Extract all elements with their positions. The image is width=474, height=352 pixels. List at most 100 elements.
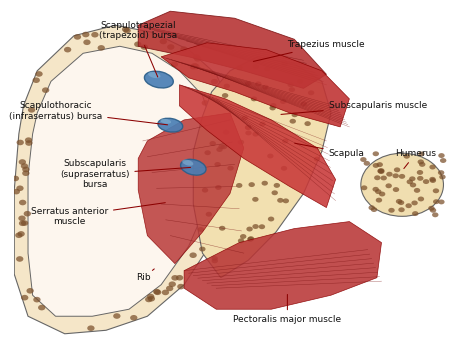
Circle shape — [429, 177, 436, 182]
Text: Trapezius muscle: Trapezius muscle — [254, 40, 365, 61]
Circle shape — [259, 121, 265, 126]
Circle shape — [17, 140, 24, 145]
Circle shape — [392, 173, 399, 178]
Polygon shape — [180, 85, 336, 208]
Circle shape — [252, 224, 259, 229]
Circle shape — [147, 294, 155, 299]
Polygon shape — [138, 113, 244, 264]
Circle shape — [18, 215, 26, 221]
Ellipse shape — [181, 159, 206, 175]
Circle shape — [194, 56, 201, 62]
Circle shape — [368, 205, 375, 210]
Circle shape — [193, 54, 200, 60]
Circle shape — [228, 166, 234, 171]
Circle shape — [38, 305, 46, 310]
Circle shape — [42, 87, 49, 93]
Circle shape — [22, 170, 29, 176]
Circle shape — [371, 207, 377, 212]
Circle shape — [134, 42, 141, 47]
Circle shape — [277, 198, 283, 203]
Circle shape — [219, 179, 226, 184]
Circle shape — [251, 96, 257, 101]
Circle shape — [222, 93, 228, 98]
Polygon shape — [193, 57, 331, 278]
Circle shape — [432, 212, 438, 217]
Circle shape — [393, 187, 399, 192]
Circle shape — [301, 101, 307, 106]
Circle shape — [376, 162, 383, 167]
Circle shape — [418, 151, 425, 156]
Circle shape — [211, 256, 218, 261]
Circle shape — [148, 296, 155, 302]
Polygon shape — [184, 221, 382, 309]
Circle shape — [64, 47, 71, 52]
Circle shape — [264, 67, 271, 71]
Circle shape — [19, 200, 27, 205]
Circle shape — [216, 147, 223, 152]
Text: Serratus anterior
muscle: Serratus anterior muscle — [31, 203, 165, 226]
Circle shape — [224, 84, 230, 89]
Circle shape — [287, 82, 294, 87]
Circle shape — [411, 201, 418, 206]
Polygon shape — [138, 11, 327, 88]
Circle shape — [246, 227, 253, 232]
Circle shape — [74, 34, 81, 40]
Circle shape — [388, 208, 395, 213]
Circle shape — [21, 295, 28, 301]
Circle shape — [381, 176, 387, 181]
Circle shape — [247, 237, 254, 242]
Polygon shape — [161, 43, 349, 127]
Circle shape — [25, 140, 33, 146]
Circle shape — [248, 236, 254, 241]
Circle shape — [398, 207, 405, 212]
Circle shape — [13, 189, 20, 194]
Circle shape — [361, 186, 367, 190]
Circle shape — [206, 212, 212, 217]
Circle shape — [223, 130, 229, 135]
Circle shape — [304, 121, 311, 126]
Circle shape — [241, 115, 248, 120]
Circle shape — [191, 63, 199, 69]
Circle shape — [215, 216, 222, 222]
Circle shape — [405, 203, 412, 208]
Circle shape — [228, 121, 236, 127]
Circle shape — [215, 185, 221, 190]
Text: Pectoralis major muscle: Pectoralis major muscle — [233, 295, 341, 324]
Circle shape — [236, 183, 242, 188]
Circle shape — [292, 112, 298, 117]
Circle shape — [190, 252, 197, 258]
Circle shape — [216, 169, 223, 175]
Circle shape — [28, 107, 35, 113]
Circle shape — [238, 238, 244, 243]
Circle shape — [375, 189, 382, 194]
Circle shape — [289, 87, 295, 92]
Circle shape — [21, 220, 28, 226]
Text: Scapula: Scapula — [295, 143, 365, 158]
Circle shape — [221, 179, 228, 185]
Circle shape — [214, 162, 221, 167]
Circle shape — [259, 224, 265, 229]
Circle shape — [167, 44, 174, 50]
Circle shape — [166, 285, 173, 291]
Circle shape — [374, 175, 381, 180]
Circle shape — [218, 179, 225, 184]
Circle shape — [262, 181, 268, 186]
Circle shape — [22, 166, 29, 172]
Circle shape — [19, 220, 26, 226]
Circle shape — [377, 169, 383, 174]
Circle shape — [433, 199, 439, 204]
Circle shape — [418, 159, 424, 164]
Circle shape — [212, 133, 220, 139]
Circle shape — [385, 183, 392, 188]
Circle shape — [27, 288, 34, 294]
Circle shape — [440, 158, 447, 163]
Circle shape — [255, 81, 262, 86]
Circle shape — [222, 200, 229, 206]
Circle shape — [162, 290, 169, 295]
Circle shape — [417, 176, 423, 181]
Circle shape — [208, 224, 215, 230]
Circle shape — [171, 62, 178, 67]
Circle shape — [220, 144, 227, 149]
Ellipse shape — [148, 72, 160, 78]
Circle shape — [409, 176, 416, 181]
